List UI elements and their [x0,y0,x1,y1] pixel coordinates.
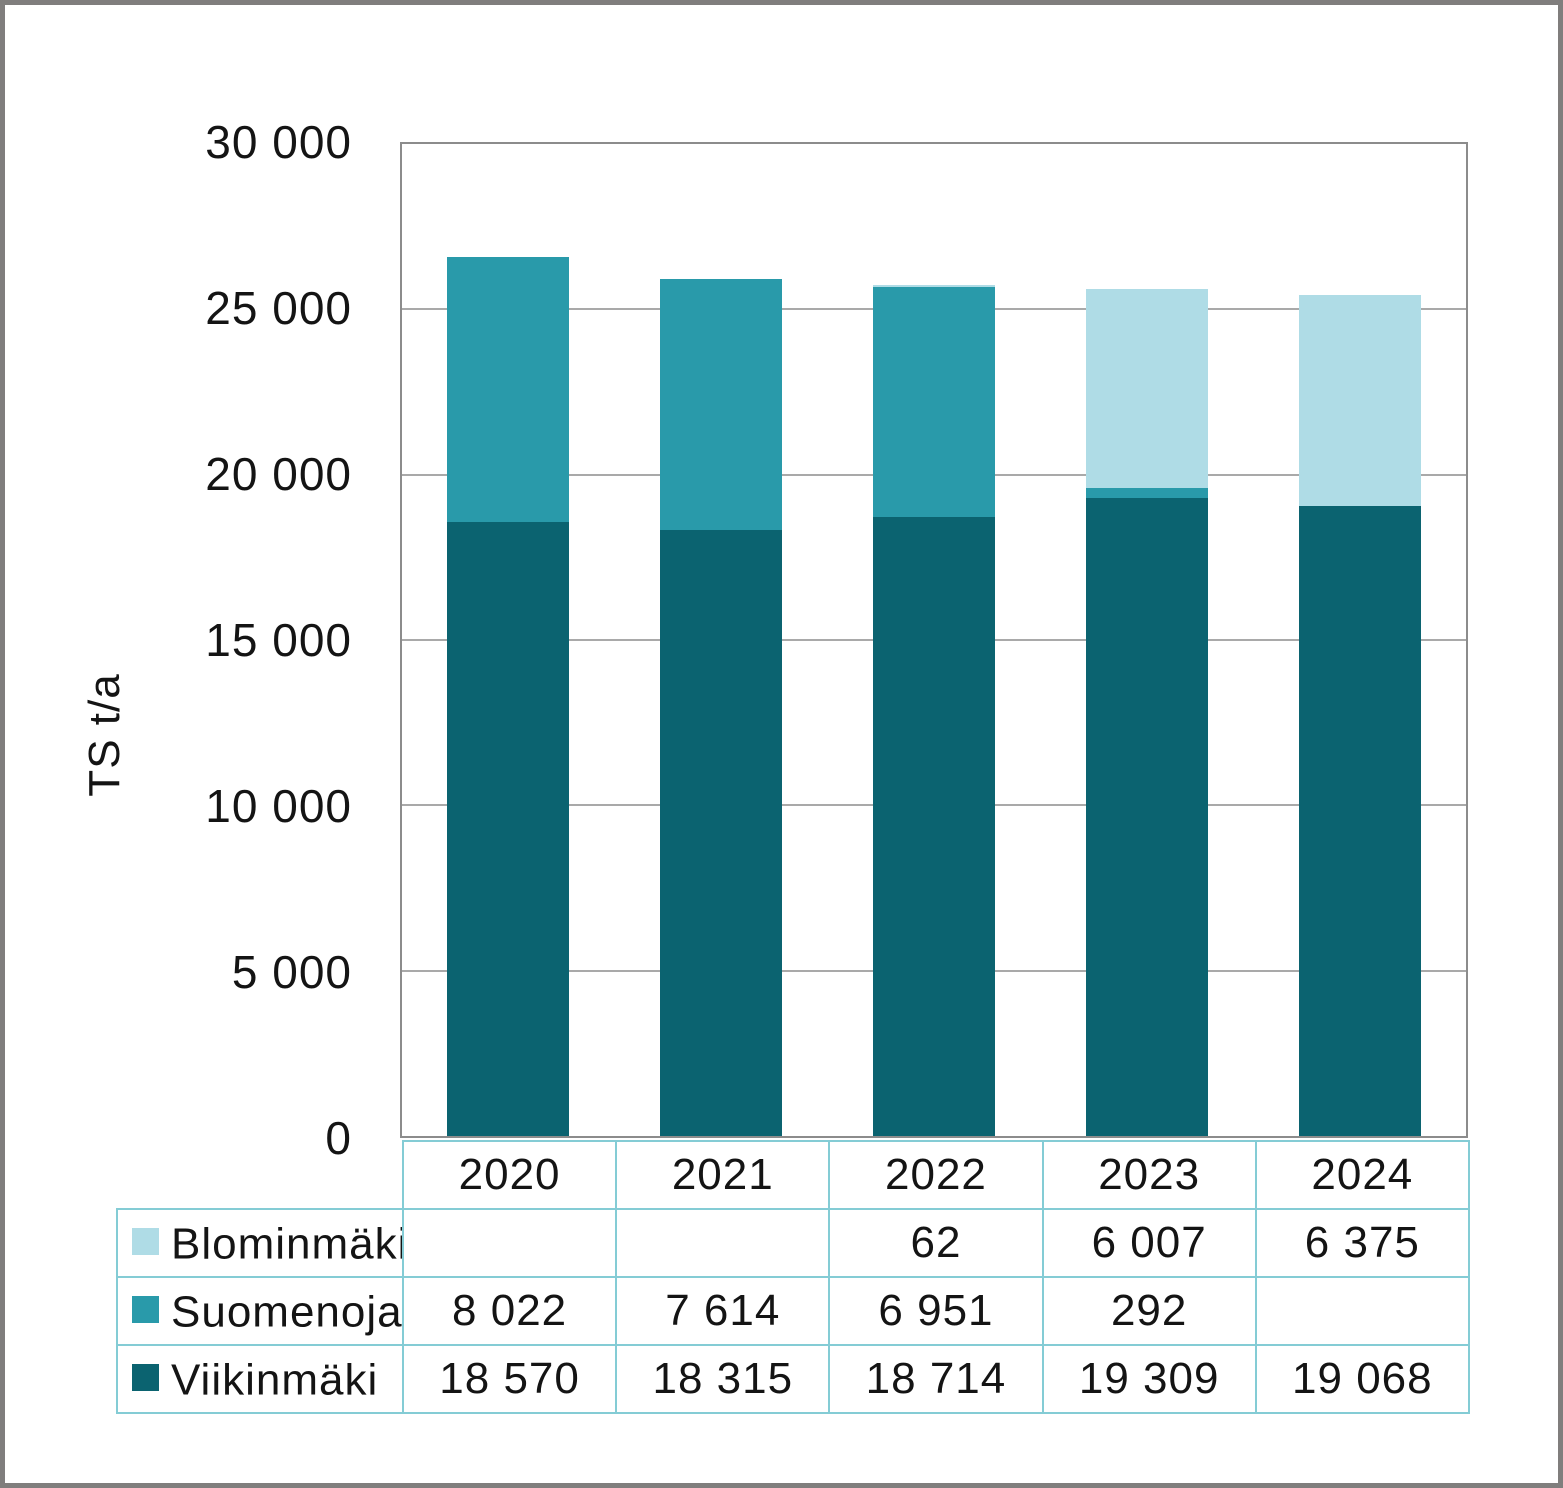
legend-cell-viikinmäki: Viikinmäki [116,1344,404,1414]
value-cell-suomenoja-2023: 292 [1041,1276,1257,1346]
bar-segment-blominmäki-2023 [1085,289,1208,488]
year-header-2021: 2021 [615,1140,831,1210]
table-row-suomenoja: Suomenoja 8 022 7 614 6 951 292 [116,1276,1470,1346]
table-row-viikinmäki: Viikinmäki 18 570 18 315 18 714 19 309 19 068 [116,1344,1470,1414]
legend-swatch-suomenoja [132,1295,159,1323]
legend-swatch-blominmäki [132,1227,159,1255]
y-tick-label-0: 0 [325,1112,352,1164]
value-cell-blominmäki-2024: 6 375 [1254,1208,1470,1278]
y-tick-label-25000: 25 000 [205,282,352,334]
bar-segment-suomenoja-2022 [873,287,995,518]
bar-segment-blominmäki-2024 [1298,294,1421,506]
stacked-bar-2023 [1085,144,1208,1136]
bar-segment-viikinmäki-2021 [660,530,783,1136]
legend-label-viikinmäki: Viikinmäki [171,1355,379,1405]
stacked-bar-2021 [660,144,783,1136]
bar-segment-suomenoja-2021 [660,278,783,531]
stacked-bar-2024 [1298,144,1421,1136]
data-table: 2020 2021 2022 2023 2024 Blominmäki 62 6 007 6 3… [116,1140,1470,1414]
year-header-2023: 2023 [1041,1140,1257,1210]
value-cell-viikinmäki-2024: 19 068 [1254,1344,1470,1414]
value-cell-blominmäki-2022: 62 [828,1208,1044,1278]
y-tick-label-30000: 30 000 [205,116,352,168]
table-header-row: 2020 2021 2022 2023 2024 [117,1140,1470,1210]
legend-label-suomenoja: Suomenoja [171,1287,403,1337]
value-cell-suomenoja-2020: 8 022 [401,1276,618,1346]
y-tick-label-15000: 15 000 [205,614,352,666]
value-cell-viikinmäki-2021: 18 315 [615,1344,831,1414]
year-header-2024: 2024 [1254,1140,1470,1210]
bar-segment-blominmäki-2022 [873,285,995,288]
value-cell-suomenoja-2024 [1254,1276,1470,1346]
value-cell-viikinmäki-2020: 18 570 [401,1344,618,1414]
y-tick-label-20000: 20 000 [205,448,352,500]
year-header-2022: 2022 [828,1140,1044,1210]
bar-segment-viikinmäki-2020 [447,521,570,1136]
legend-swatch-viikinmäki [132,1363,159,1391]
legend-label-blominmäki: Blominmäki [171,1219,403,1269]
bar-segment-suomenoja-2023 [1085,487,1208,498]
value-cell-suomenoja-2022: 6 951 [828,1276,1044,1346]
table-row-blominmäki: Blominmäki 62 6 007 6 375 [116,1208,1470,1278]
year-header-2020: 2020 [401,1140,618,1210]
plot-area [400,142,1468,1138]
value-cell-viikinmäki-2022: 18 714 [828,1344,1044,1414]
y-tick-label-10000: 10 000 [205,780,352,832]
value-cell-blominmäki-2021 [615,1208,831,1278]
bar-segment-viikinmäki-2022 [873,517,995,1136]
stacked-bar-2020 [447,144,570,1136]
value-cell-viikinmäki-2023: 19 309 [1041,1344,1257,1414]
bar-segment-suomenoja-2020 [447,256,570,522]
legend-cell-blominmäki: Blominmäki [116,1208,404,1278]
value-cell-suomenoja-2021: 7 614 [615,1276,831,1346]
bar-segment-viikinmäki-2023 [1085,497,1208,1136]
value-cell-blominmäki-2020 [401,1208,618,1278]
legend-cell-suomenoja: Suomenoja [116,1276,404,1346]
value-cell-blominmäki-2023: 6 007 [1041,1208,1257,1278]
y-tick-label-5000: 5 000 [231,946,352,998]
table-corner-blank [117,1141,403,1209]
stacked-bar-2022 [873,144,995,1136]
bar-segment-viikinmäki-2024 [1298,505,1421,1136]
